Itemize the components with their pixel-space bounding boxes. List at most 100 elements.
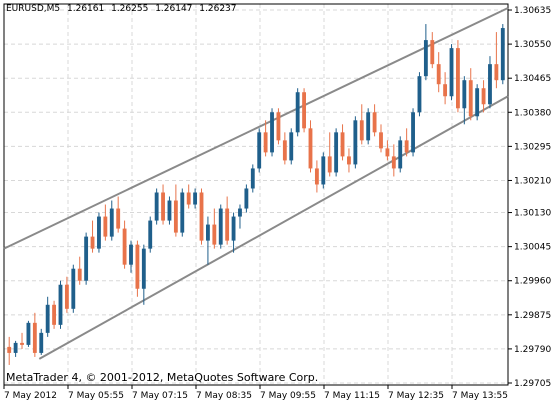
candle-body	[327, 156, 332, 173]
price-tick-label: 1.29875	[514, 311, 551, 321]
candle-body	[71, 268, 76, 309]
candle-body	[103, 216, 108, 237]
candle-body	[494, 64, 499, 81]
candle-body	[276, 112, 281, 141]
candle-body	[430, 40, 435, 65]
candle-body	[257, 132, 262, 169]
candle-body	[212, 224, 217, 245]
candle-body	[129, 244, 133, 265]
candle-body	[238, 208, 242, 217]
candle-body	[20, 342, 24, 345]
candle-body	[263, 132, 268, 153]
symbol-label: EURUSD,M5	[6, 4, 61, 14]
time-tick-label: 7 May 11:15	[324, 391, 380, 401]
candle-body	[250, 168, 255, 189]
candle-body	[372, 112, 377, 133]
candle-body	[270, 112, 274, 153]
candle-body	[193, 192, 198, 205]
candle-body	[334, 132, 339, 173]
candle-body	[109, 208, 114, 237]
channel-line	[38, 95, 509, 360]
candle-body	[417, 76, 422, 113]
candle-body	[481, 88, 486, 105]
candle-body	[385, 148, 390, 157]
price-tick-label: 1.30130	[514, 209, 551, 219]
candle-body	[167, 200, 172, 221]
candle-body	[45, 304, 50, 333]
candle-body	[180, 192, 185, 233]
candle-body	[411, 112, 415, 153]
close-price: 1.26237	[199, 4, 237, 14]
candle-body	[39, 332, 44, 353]
copyright-label: MetaTrader 4, © 2001-2012, MetaQuotes So…	[6, 371, 319, 384]
candle-body	[468, 80, 473, 117]
candle-body	[97, 216, 101, 249]
price-tick-label: 1.30295	[514, 142, 551, 152]
candle-body	[404, 140, 409, 153]
candle-body	[154, 192, 159, 221]
candle-body	[13, 342, 18, 353]
time-tick-label: 7 May 13:55	[452, 391, 508, 401]
candle-body	[398, 140, 403, 169]
price-tick-label: 1.30380	[514, 108, 551, 118]
candle-body	[314, 168, 319, 185]
candle-body	[436, 64, 441, 85]
candle-body	[295, 92, 300, 133]
candle-body	[462, 80, 467, 109]
candle-body	[90, 236, 95, 249]
low-price: 1.26147	[155, 4, 193, 14]
price-tick-label: 1.30550	[514, 40, 551, 50]
time-tick-label: 7 May 12:35	[388, 391, 444, 401]
candle-body	[456, 48, 460, 109]
candle-body	[347, 156, 351, 165]
time-tick-label: 7 May 08:35	[196, 391, 252, 401]
candle-body	[366, 112, 371, 141]
candle-body	[141, 248, 146, 289]
time-tick-label: 7 May 09:55	[260, 391, 316, 401]
candle-body	[32, 322, 37, 353]
candle-body	[308, 128, 313, 169]
candle-body	[206, 224, 210, 241]
candle-body	[423, 40, 428, 77]
price-tick-label: 1.30465	[514, 74, 551, 84]
candle-body	[359, 120, 364, 141]
candle-body	[148, 220, 153, 249]
candle-body	[186, 192, 191, 205]
price-tick-label: 1.29790	[514, 345, 551, 355]
candle-body	[282, 140, 287, 161]
price-tick-label: 1.30210	[514, 176, 551, 186]
price-tick-label: 1.29705	[514, 379, 551, 389]
candle-body	[84, 236, 89, 281]
candle-body	[64, 284, 69, 309]
candle-body	[52, 304, 56, 325]
candle-body	[26, 322, 31, 345]
candle-body	[218, 208, 223, 245]
candle-body	[122, 228, 127, 265]
candle-body	[7, 346, 12, 353]
candle-body	[77, 268, 82, 281]
candle-body	[475, 88, 480, 117]
time-tick-label: 7 May 05:55	[68, 391, 124, 401]
candle-body	[488, 64, 492, 105]
candle-body	[321, 156, 326, 185]
price-tick-label: 1.30045	[514, 243, 551, 253]
candle-body	[161, 192, 165, 221]
candle-body	[225, 208, 230, 241]
candle-body	[500, 28, 505, 81]
chart-header: EURUSD,M5 1.26161 1.26255 1.26147 1.2623…	[6, 4, 241, 14]
candle-body	[116, 208, 121, 229]
candle-body	[449, 48, 454, 97]
candle-body	[379, 132, 383, 149]
price-tick-label: 1.30635	[514, 6, 551, 16]
candle-body	[302, 92, 306, 129]
time-tick-label: 7 May 07:15	[132, 391, 188, 401]
candle-body	[173, 200, 178, 233]
candle-body	[135, 244, 140, 289]
time-tick-label: 7 May 2012	[4, 391, 57, 401]
candle-body	[289, 132, 294, 161]
candle-body	[58, 284, 63, 325]
open-price: 1.26161	[67, 4, 105, 14]
candle-body	[231, 216, 236, 241]
